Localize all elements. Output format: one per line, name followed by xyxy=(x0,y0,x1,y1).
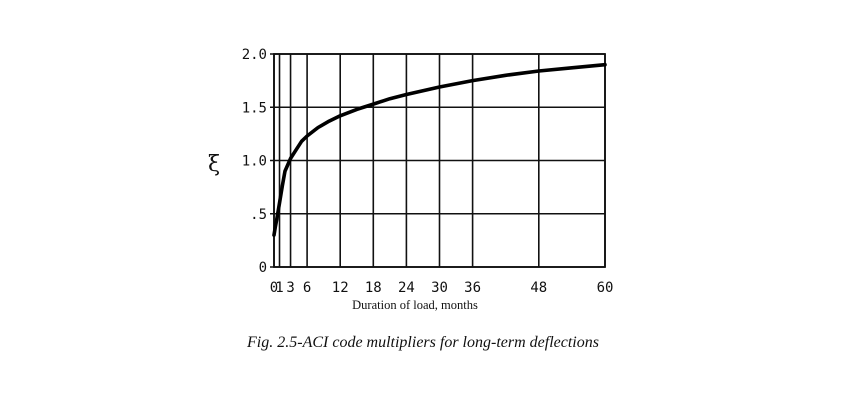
y-tick-label-1.5: 1.5 xyxy=(242,100,267,116)
x-tick-label-36: 36 xyxy=(464,280,481,296)
x-tick-label-18: 18 xyxy=(365,280,382,296)
y-tick-label-1.0: 1.0 xyxy=(242,154,267,170)
grid xyxy=(270,53,606,268)
y-tick-label-.5: .5 xyxy=(250,207,267,223)
x-tick-label-12: 12 xyxy=(332,280,349,296)
x-tick-label-30: 30 xyxy=(431,280,448,296)
x-tick-label-1: 1 xyxy=(275,280,283,296)
chart-marks xyxy=(272,62,607,237)
tick-labels: 01 3 6 12 18 24 30 36 48 600.51.01.52.0 xyxy=(242,47,614,296)
x-tick-label-6: 6 xyxy=(303,280,311,296)
x-axis-title: Duration of load, months xyxy=(352,298,478,312)
x-tick-label-48: 48 xyxy=(530,280,547,296)
y-tick-label-2.0: 2.0 xyxy=(242,47,267,63)
x-tick-label-0: 0 xyxy=(270,280,278,296)
x-tick-label-3: 3 xyxy=(286,280,294,296)
y-tick-label-0: 0 xyxy=(259,260,267,276)
x-tick-label-60: 60 xyxy=(597,280,614,296)
series-line-0 xyxy=(272,62,607,237)
y-axis-title: ξ xyxy=(208,152,220,177)
x-tick-label-24: 24 xyxy=(398,280,415,296)
plot-frame xyxy=(273,53,606,268)
figure-caption: Fig. 2.5-ACI code multipliers for long-t… xyxy=(247,334,599,351)
